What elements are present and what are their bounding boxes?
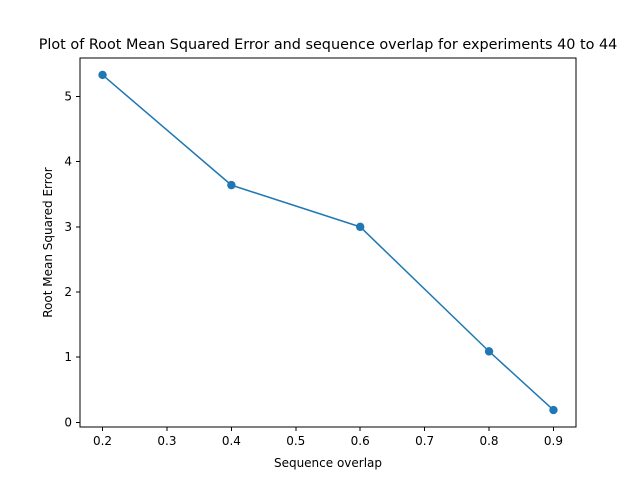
x-tick-label: 0.3	[157, 434, 176, 448]
y-tick-label: 0	[64, 415, 72, 429]
data-point-marker	[484, 347, 494, 356]
x-tick-label: 0.8	[479, 434, 498, 448]
x-tick-label: 0.9	[544, 434, 563, 448]
y-tick-label: 1	[64, 350, 72, 364]
axes-frame	[79, 57, 577, 428]
data-point-marker	[356, 222, 365, 232]
x-tick-label: 0.2	[93, 434, 112, 448]
x-tick-label: 0.7	[415, 434, 434, 448]
y-tick-label: 5	[64, 89, 72, 103]
data-point-marker	[98, 70, 107, 80]
data-point-marker	[549, 405, 558, 415]
y-axis-label: Root Mean Squared Error	[41, 167, 55, 318]
chart-title: Plot of Root Mean Squared Error and sequ…	[39, 37, 618, 53]
y-tick-label: 3	[64, 220, 72, 234]
x-tick-label: 0.5	[286, 434, 305, 448]
x-tick-label: 0.6	[351, 434, 370, 448]
y-axis-ticks: 0 1 2 3 4 5	[64, 89, 80, 429]
x-axis-label: Sequence overlap	[274, 456, 382, 470]
y-tick-label: 2	[64, 285, 72, 299]
data-point-marker	[227, 180, 236, 190]
y-tick-label: 4	[64, 155, 72, 169]
x-axis-ticks: 0.2 0.3 0.4 0.5 0.6 0.7 0.8 0.9	[93, 427, 563, 448]
x-tick-label: 0.4	[222, 434, 241, 448]
series-layer	[98, 70, 558, 415]
